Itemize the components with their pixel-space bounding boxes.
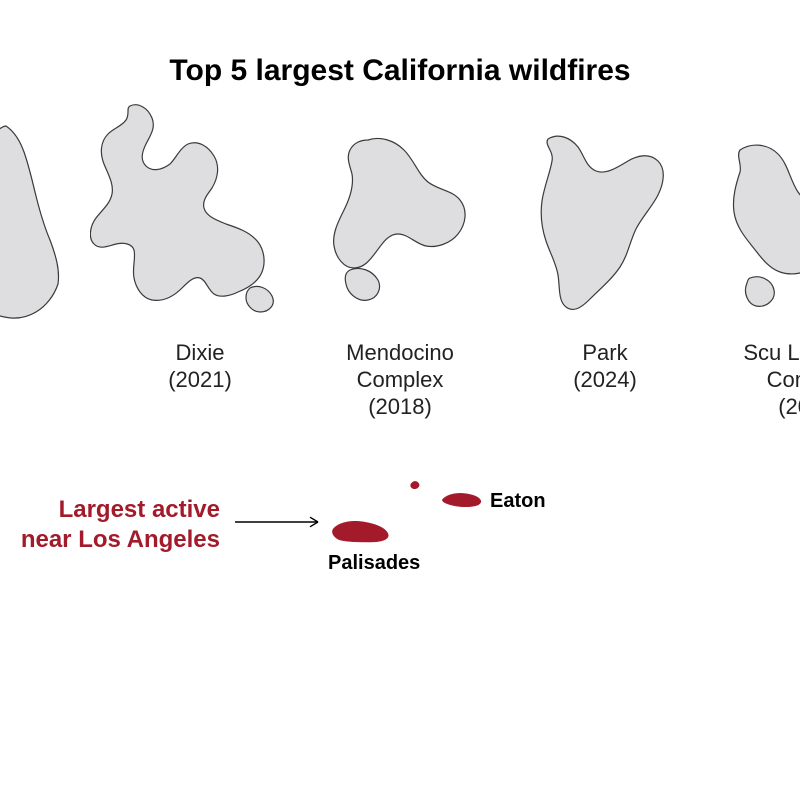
active-fires-label: Largest activenear Los Angeles [0,495,220,555]
fire-shape-scu [720,130,800,320]
arrow-icon [235,510,334,539]
cap-scu: Scu LightningComplex(2020) [710,340,800,420]
active-fire-label-palisades: Palisades [328,552,420,575]
fire-shape-dixie [90,100,310,335]
cap-dixie: Dixie(2021) [130,340,270,394]
fire-shape-park [530,125,680,325]
active-fire-label-eaton: Eaton [490,490,546,513]
active-fire-speck [410,480,420,490]
infographic-stage: Top 5 largest California wildfires Dixie… [0,0,800,800]
cap-park: Park(2024) [540,340,670,394]
chart-title: Top 5 largest California wildfires [0,54,800,88]
cap-mendocino: MendocinoComplex(2018) [300,340,500,420]
active-fire-eaton [440,490,484,508]
fire-shape-left-edge [0,118,70,328]
active-fire-palisades [330,518,392,544]
fire-shape-mendocino [320,130,490,310]
